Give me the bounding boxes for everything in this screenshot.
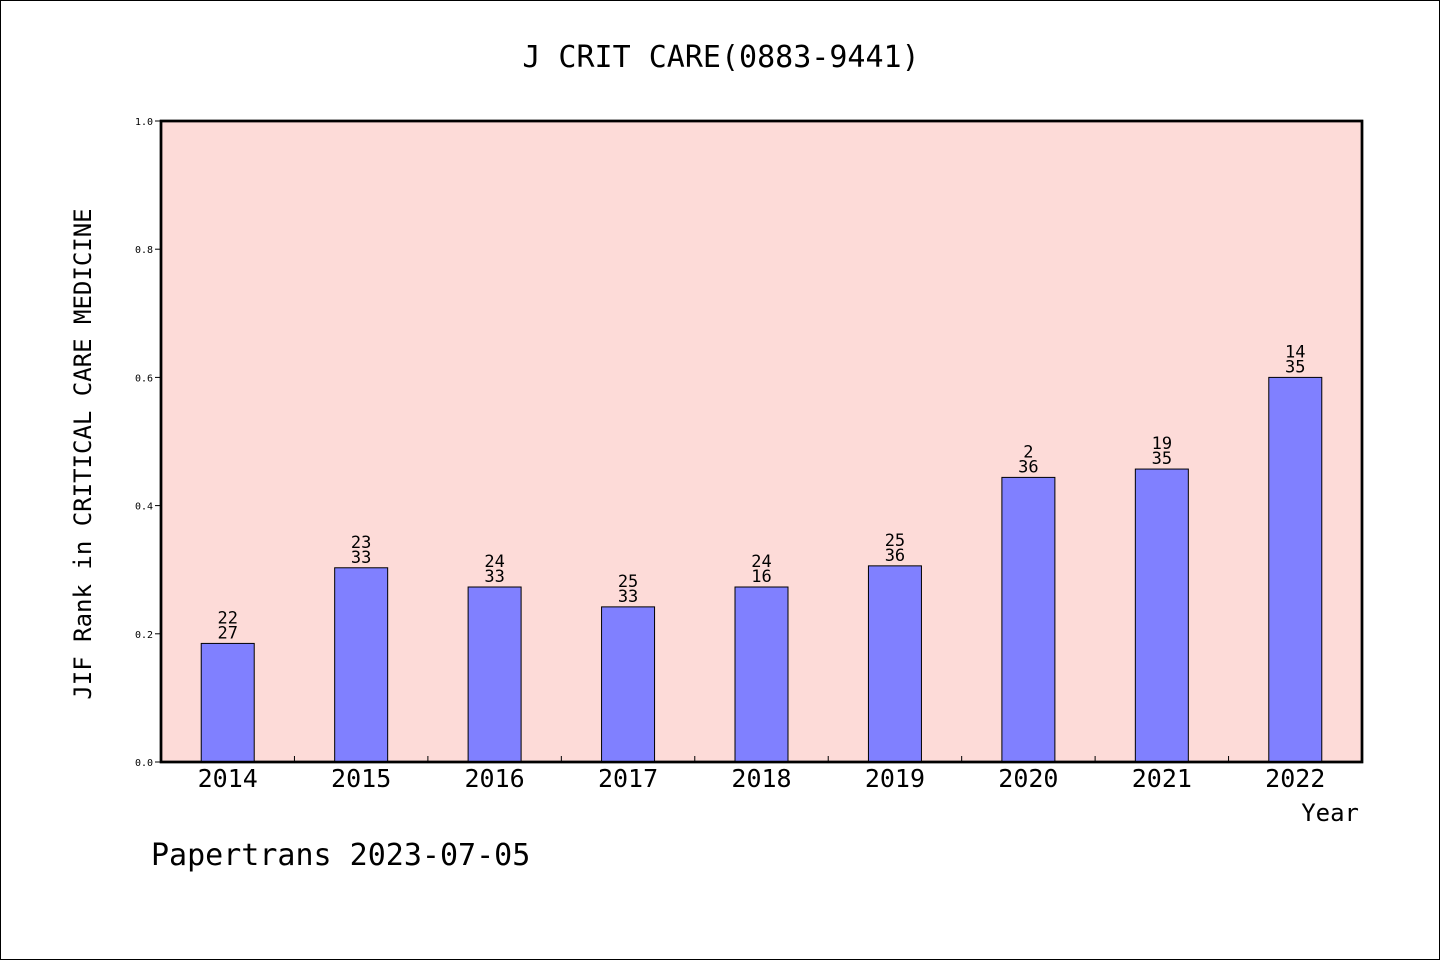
bar-label-bottom: 36 <box>1018 457 1038 477</box>
bar-label-bottom: 16 <box>751 567 771 587</box>
bar-label-top: 2 <box>1023 442 1033 462</box>
bar-2016 <box>467 586 522 763</box>
bar-label-top: 25 <box>618 572 638 592</box>
x-axis-label: Year <box>1301 799 1359 827</box>
y-tick-label: 0.4 <box>135 502 153 513</box>
bar-2019 <box>867 565 922 763</box>
bar-label-top: 24 <box>484 552 504 572</box>
bar-2018 <box>734 586 789 763</box>
bar-2022 <box>1268 376 1323 763</box>
x-tick-label: 2019 <box>865 764 925 793</box>
y-axis-label: JIF Rank in CRITICAL CARE MEDICINE <box>69 208 97 699</box>
bar-label-top: 24 <box>751 552 771 572</box>
bar-label-bottom: 27 <box>217 623 237 643</box>
x-tick-label: 2015 <box>331 764 391 793</box>
bar-2015 <box>334 567 389 763</box>
y-tick-label: 0.0 <box>135 758 153 769</box>
bar-label-top: 19 <box>1152 434 1172 454</box>
bar-label-top: 23 <box>351 533 371 553</box>
x-tick-label: 2021 <box>1132 764 1192 793</box>
watermark-text: Papertrans 2023-07-05 <box>151 838 530 873</box>
y-tick-label: 0.2 <box>135 630 153 641</box>
plot-border <box>159 119 1364 764</box>
y-tick-label: 0.6 <box>135 373 153 384</box>
chart-title: J CRIT CARE(0883-9441) <box>522 40 919 75</box>
y-axis: 0.0 0.2 0.4 0.6 0.8 1.0 <box>135 117 161 769</box>
x-tick-label: 2014 <box>198 764 258 793</box>
x-tick-label: 2016 <box>465 764 525 793</box>
x-tick-label: 2022 <box>1265 764 1325 793</box>
bar-label-bottom: 35 <box>1285 357 1305 377</box>
bar-label-top: 22 <box>217 608 237 628</box>
bar-label-bottom: 35 <box>1152 449 1172 469</box>
bar-label-bottom: 33 <box>618 587 638 607</box>
x-tick-label: 2018 <box>731 764 791 793</box>
x-tick-label: 2017 <box>598 764 658 793</box>
bar-label-bottom: 33 <box>484 567 504 587</box>
y-tick-label: 1.0 <box>135 117 153 128</box>
x-axis: 2014 2015 2016 2017 2018 2019 2020 2021 2022 <box>198 756 1325 793</box>
bar-label-bottom: 33 <box>351 548 371 568</box>
bar-label-top: 25 <box>885 531 905 551</box>
bar-label-top: 14 <box>1285 342 1305 362</box>
bar-2021 <box>1134 468 1189 763</box>
bar-2020 <box>1001 476 1056 763</box>
bar-label-bottom: 36 <box>885 546 905 566</box>
y-tick-label: 0.8 <box>135 245 153 256</box>
bar-2014 <box>200 642 255 763</box>
bar-2017 <box>601 606 656 763</box>
x-tick-label: 2020 <box>998 764 1058 793</box>
